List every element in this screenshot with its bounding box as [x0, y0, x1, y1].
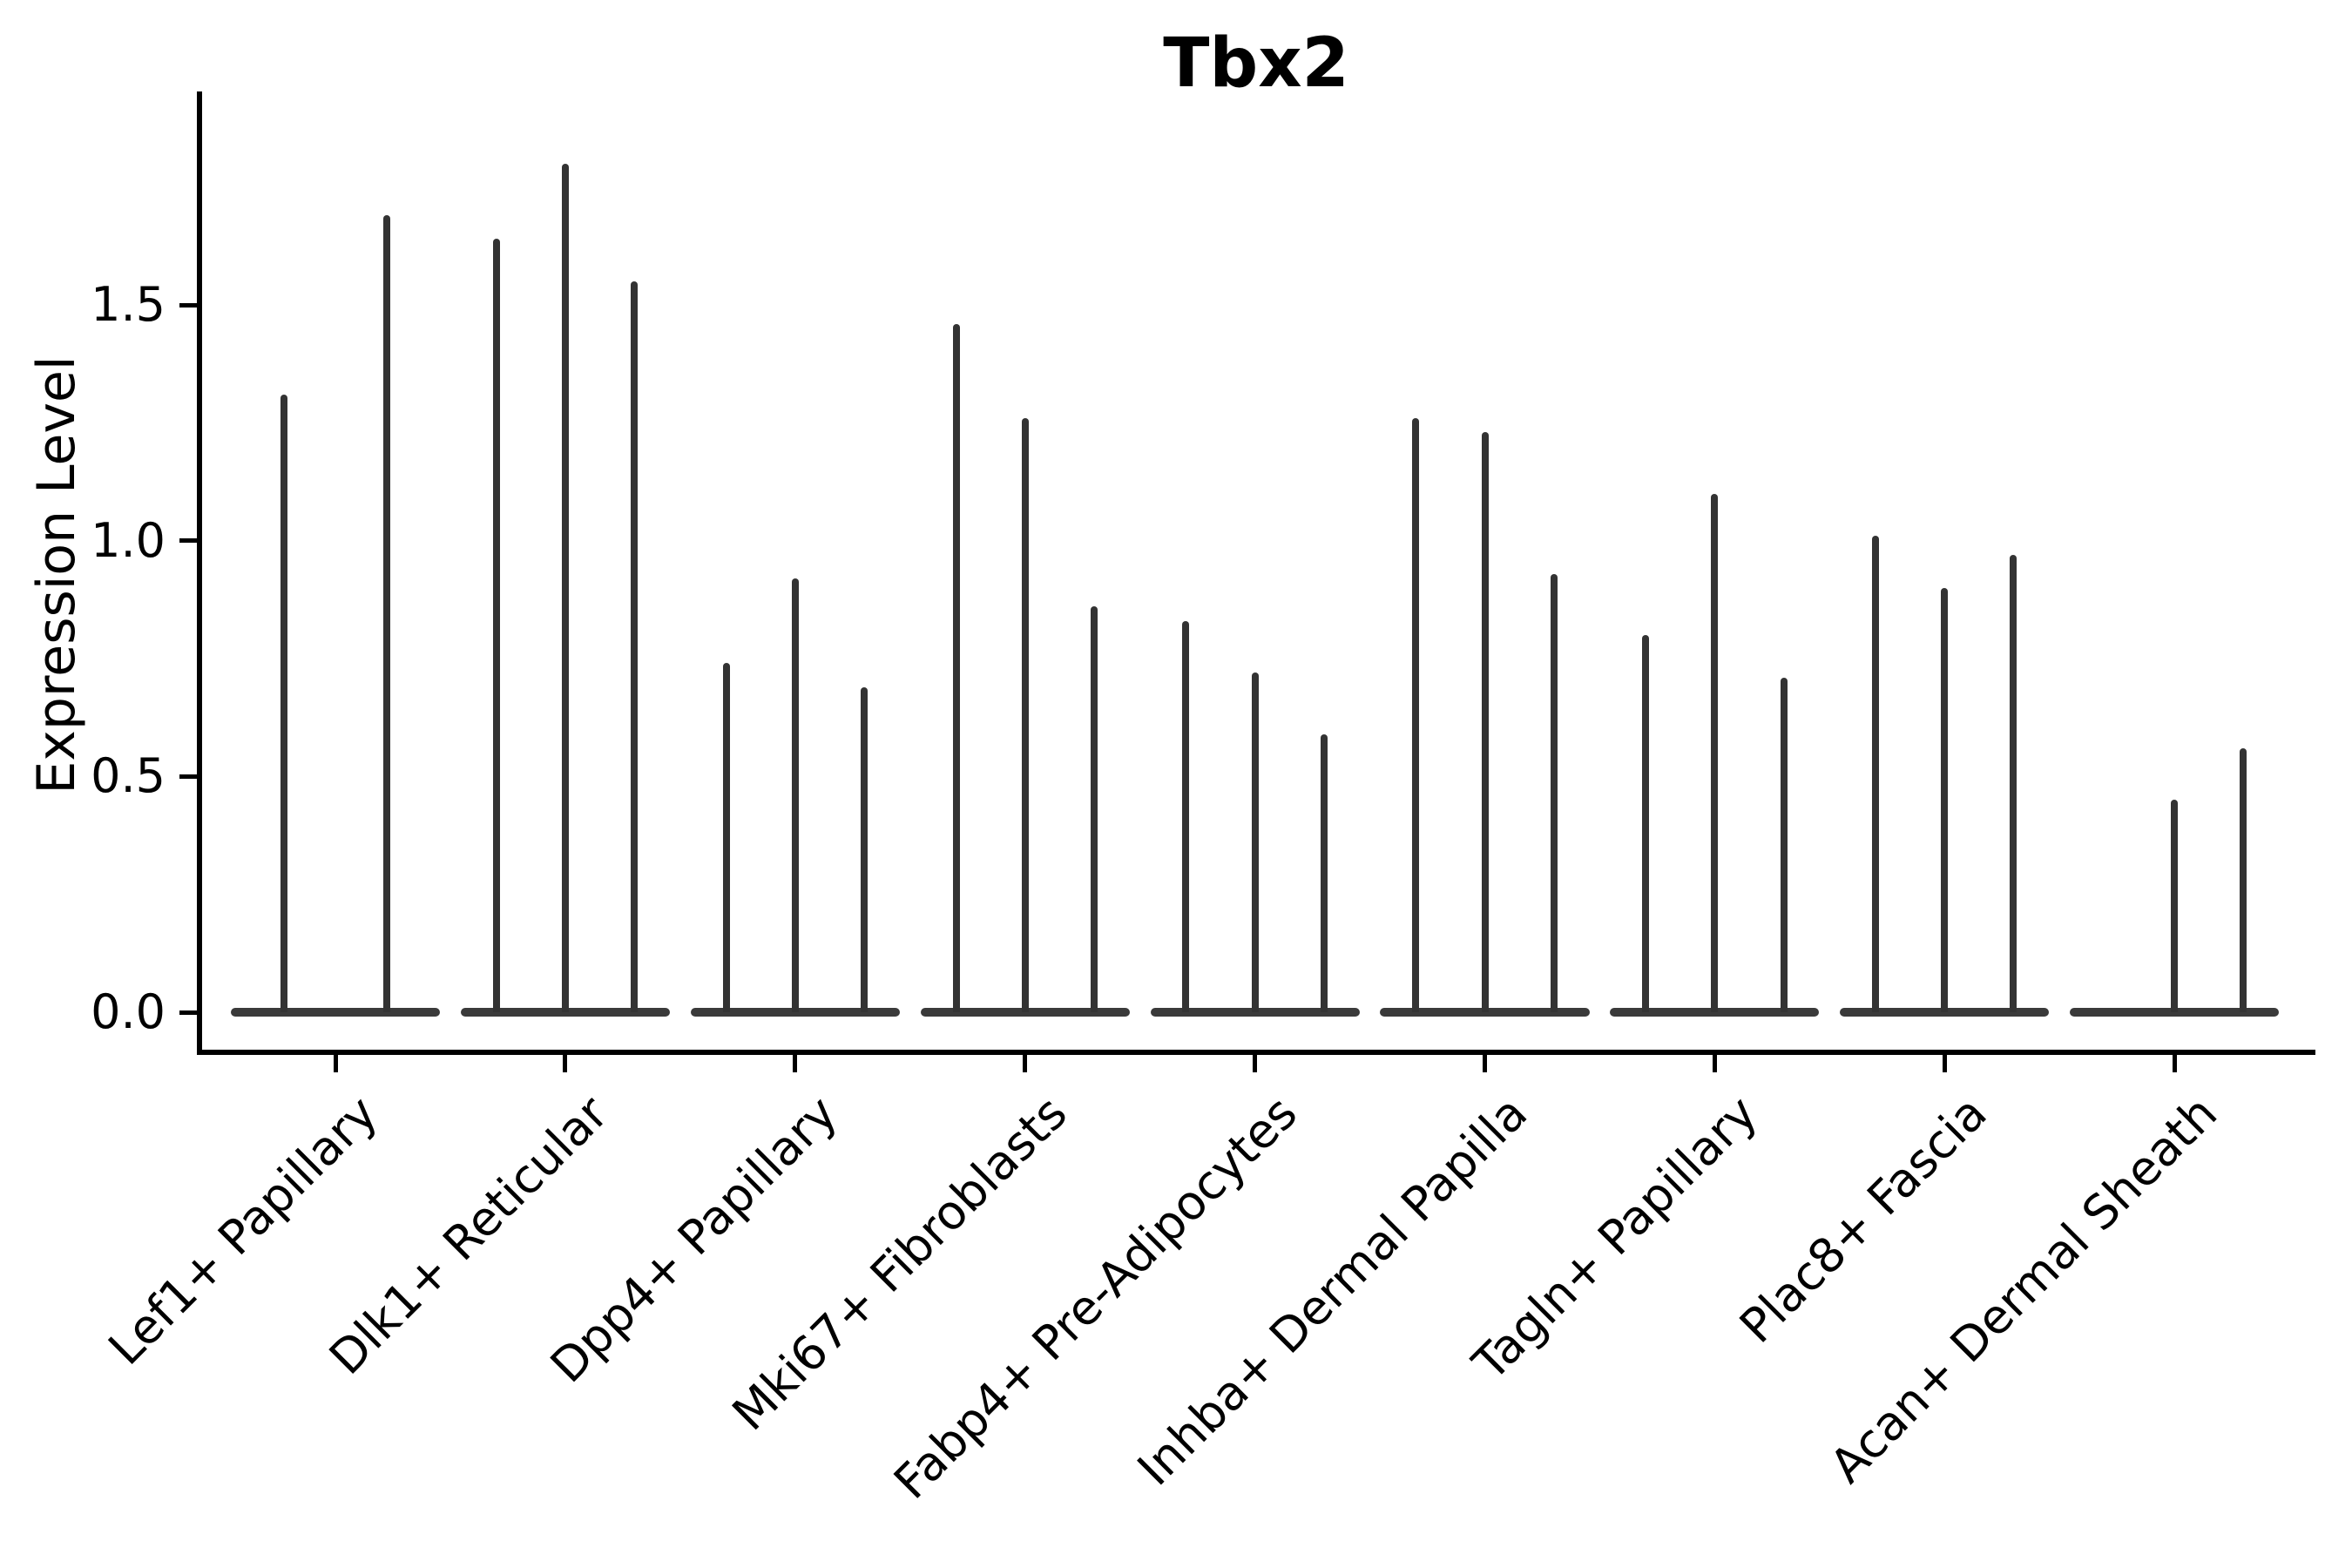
- violin-baseline: [1380, 1008, 1590, 1017]
- y-tick-label: 0.0: [91, 984, 166, 1039]
- x-tick-label: Fabp4+ Pre-Adipocytes: [883, 1085, 1308, 1510]
- violin-spike: [383, 215, 391, 1012]
- violin-baseline: [230, 1008, 441, 1017]
- x-tick-mark: [1253, 1055, 1258, 1072]
- violin-baseline: [1150, 1008, 1360, 1017]
- violin-spike: [2010, 554, 2017, 1012]
- y-tick-label: 1.5: [91, 277, 166, 333]
- violin-spike: [561, 163, 569, 1012]
- x-tick-mark: [2172, 1055, 2177, 1072]
- y-axis-label: Expression Level: [26, 355, 87, 794]
- y-tick-mark: [179, 538, 197, 544]
- violin-spike: [1642, 634, 1650, 1012]
- y-tick-label: 0.5: [91, 748, 166, 804]
- violin-baseline: [1610, 1008, 1820, 1017]
- y-tick-mark: [179, 302, 197, 308]
- violin-spike: [1251, 672, 1259, 1012]
- x-tick-mark: [1712, 1055, 1717, 1072]
- x-tick-mark: [1483, 1055, 1487, 1072]
- x-tick-label: Plac8+ Fascia: [1729, 1085, 1997, 1354]
- violin-spike: [280, 394, 287, 1012]
- x-tick-mark: [1023, 1055, 1028, 1072]
- plot-area: [197, 91, 2315, 1055]
- violin-baseline: [1840, 1008, 2050, 1017]
- violin-spike: [952, 323, 960, 1012]
- y-tick-mark: [179, 1010, 197, 1015]
- violin-baseline: [920, 1008, 1130, 1017]
- x-tick-mark: [793, 1055, 798, 1072]
- violin-spike: [1941, 587, 1949, 1012]
- violin-baseline: [2070, 1008, 2280, 1017]
- violin-spike: [860, 686, 868, 1012]
- x-tick-mark: [563, 1055, 568, 1072]
- violin-spike: [1481, 432, 1489, 1012]
- violin-spike: [1021, 417, 1029, 1012]
- x-tick-mark: [1942, 1055, 1947, 1072]
- violin-spike: [1320, 733, 1328, 1012]
- violin-baseline: [460, 1008, 670, 1017]
- y-tick-label: 1.0: [91, 512, 166, 568]
- violin-spike: [1182, 620, 1190, 1012]
- violin-spike: [492, 239, 500, 1012]
- violin-spike: [1550, 573, 1558, 1012]
- x-tick-label: Acan+ Dermal Sheath: [1819, 1085, 2227, 1494]
- violin-spike: [1711, 493, 1719, 1012]
- violin-spike: [1872, 536, 1880, 1012]
- violin-spike: [2240, 747, 2247, 1012]
- violin-spike: [2171, 800, 2179, 1012]
- violin-baseline: [690, 1008, 900, 1017]
- violin-spike: [1412, 417, 1420, 1012]
- violin-spike: [722, 663, 730, 1012]
- violin-spike: [1090, 606, 1098, 1012]
- violin-spike: [631, 280, 639, 1012]
- y-tick-mark: [179, 774, 197, 779]
- chart-title: Tbx2: [1163, 24, 1349, 103]
- x-tick-label: Inhba+ Dermal Papilla: [1126, 1085, 1538, 1497]
- violin-spike: [791, 578, 799, 1012]
- x-tick-mark: [333, 1055, 338, 1072]
- violin-spike: [1780, 677, 1788, 1012]
